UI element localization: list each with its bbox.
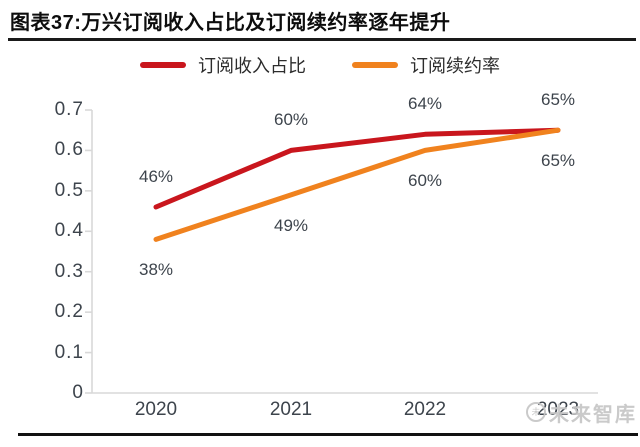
y-tick-label: 0.7 xyxy=(54,99,84,120)
watermark: 未 未来智库 xyxy=(526,400,637,426)
y-tick-label: 0.6 xyxy=(54,139,84,161)
x-tick-label: 2021 xyxy=(269,399,313,420)
y-tick-label: 0.4 xyxy=(54,220,84,242)
legend: 订阅收入占比 订阅续约率 xyxy=(0,52,640,78)
y-tick-label: 0 xyxy=(72,382,84,403)
y-tick-label: 0.5 xyxy=(54,179,84,201)
legend-label: 订阅收入占比 xyxy=(198,56,306,76)
data-label: 60% xyxy=(273,110,309,130)
data-label: 64% xyxy=(407,94,443,114)
axes xyxy=(85,109,598,394)
watermark-text: 未来智库 xyxy=(549,403,637,426)
x-tick-label: 2022 xyxy=(403,399,447,420)
data-label: 49% xyxy=(273,215,309,235)
watermark-logo-icon: 未 xyxy=(526,402,546,422)
series-line-renewal-rate xyxy=(153,127,561,242)
y-tick-label: 0.2 xyxy=(54,301,84,323)
chart-title: 图表37:万兴订阅收入占比及订阅续约率逐年提升 xyxy=(10,12,451,34)
data-label: 60% xyxy=(407,171,443,191)
legend-item-revenue-share: 订阅收入占比 xyxy=(140,52,306,78)
legend-swatch-red-line-icon xyxy=(140,62,186,68)
legend-label: 订阅续约率 xyxy=(410,56,500,76)
title-rule xyxy=(8,38,636,41)
legend-swatch-orange-line-icon xyxy=(352,62,398,68)
x-tick-label: 2023 xyxy=(536,399,580,420)
legend-item-renewal-rate: 订阅续约率 xyxy=(352,52,500,78)
data-label: 46% xyxy=(138,167,174,187)
data-label: 65% xyxy=(540,90,576,110)
x-tick-label: 2020 xyxy=(134,399,178,420)
data-label: 65% xyxy=(540,151,576,171)
bottom-rule xyxy=(18,433,638,436)
series-line-revenue-share xyxy=(153,127,561,210)
data-label: 38% xyxy=(138,260,174,280)
y-tick-label: 0.3 xyxy=(54,260,84,282)
y-tick-label: 0.1 xyxy=(54,341,84,363)
